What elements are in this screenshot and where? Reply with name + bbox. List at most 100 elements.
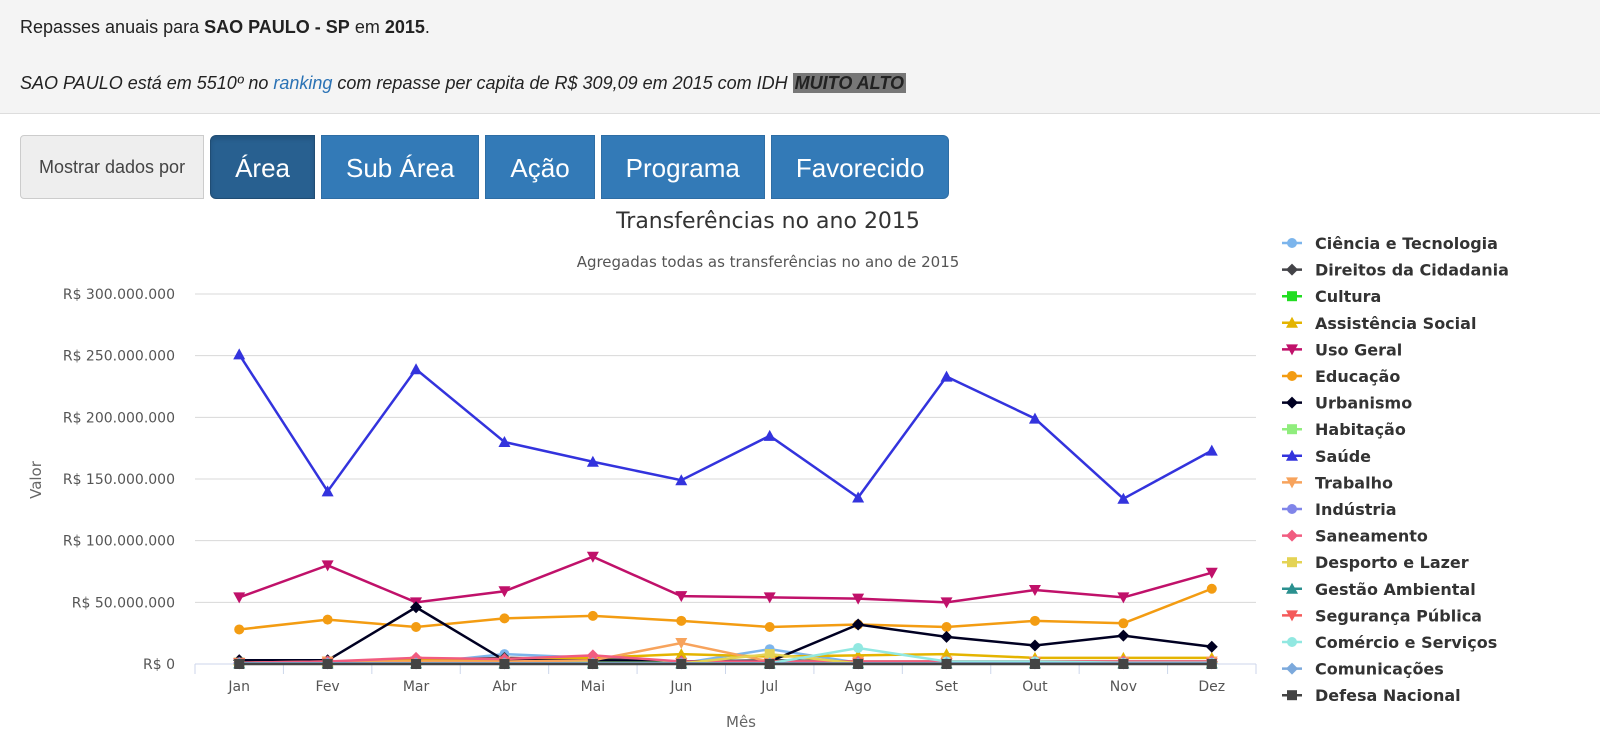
legend-item[interactable]: Cultura — [1282, 287, 1381, 306]
y-tick-label: R$ 0 — [143, 657, 175, 673]
data-point — [676, 659, 687, 669]
ranking-prefix: SAO PAULO está em 5510º no — [20, 73, 274, 93]
x-tick-label: Abr — [492, 679, 516, 695]
legend-marker — [1286, 662, 1298, 675]
legend-label: Direitos da Cidadania — [1315, 261, 1509, 280]
x-tick-label: Jun — [669, 679, 692, 695]
legend-label: Desporto e Lazer — [1315, 553, 1469, 572]
data-point — [1029, 659, 1040, 669]
legend-marker — [1286, 610, 1298, 622]
data-point — [1117, 629, 1130, 642]
legend-item[interactable]: Saúde — [1282, 447, 1371, 466]
data-point — [675, 638, 688, 650]
x-tick-label: Mai — [581, 679, 606, 695]
summary-panel: Repasses anuais para SAO PAULO - SP em 2… — [0, 0, 1600, 114]
legend-item[interactable]: Trabalho — [1282, 473, 1393, 492]
city-state: SAO PAULO - SP — [204, 17, 350, 37]
legend-label: Trabalho — [1315, 473, 1393, 492]
legend-label: Comunicações — [1315, 660, 1444, 679]
x-axis-labels: Jan Fev Mar Abr Mai Jun Jul Ago Set Out Nov Dez — [227, 679, 1225, 695]
ranking-line: SAO PAULO está em 5510º no ranking com r… — [20, 73, 906, 94]
ranking-link[interactable]: ranking — [273, 73, 333, 93]
x-tick-label: Dez — [1198, 679, 1225, 695]
legend-label: Habitação — [1315, 420, 1406, 439]
data-point — [763, 429, 776, 441]
legend-item[interactable]: Direitos da Cidadania — [1282, 261, 1509, 280]
legend-marker — [1287, 424, 1297, 435]
data-point — [410, 601, 423, 614]
legend-item[interactable]: Habitação — [1282, 420, 1406, 439]
legend-item[interactable]: Gestão Ambiental — [1282, 580, 1476, 599]
legend-marker — [1286, 529, 1298, 542]
transfers-chart: Transferências no ano 2015 Agregadas tod… — [27, 209, 1509, 731]
legend-marker — [1287, 371, 1297, 381]
data-point — [940, 370, 953, 382]
data-point — [941, 659, 952, 669]
summary-line: Repasses anuais para SAO PAULO - SP em 2… — [20, 17, 430, 38]
legend-label: Educação — [1315, 367, 1400, 386]
data-point — [676, 615, 687, 626]
x-tick-label: Out — [1022, 679, 1048, 695]
series — [233, 348, 1218, 670]
y-tick-label: R$ 100.000.000 — [63, 534, 175, 550]
data-point — [498, 586, 511, 598]
recipient-button[interactable]: Favorecido — [770, 135, 950, 199]
data-point — [675, 648, 688, 660]
program-button[interactable]: Programa — [600, 135, 765, 199]
legend-marker — [1286, 316, 1298, 328]
legend-marker — [1287, 637, 1297, 647]
legend-marker — [1286, 344, 1298, 356]
x-tick-label: Jul — [760, 679, 778, 695]
y-axis-title: Valor — [27, 460, 45, 499]
legend-item[interactable]: Ciência e Tecnologia — [1282, 234, 1498, 253]
area-button[interactable]: Área — [210, 135, 315, 199]
legend-marker — [1287, 238, 1297, 248]
data-point — [675, 591, 688, 603]
x-tick-label: Set — [935, 679, 959, 695]
data-point — [1028, 585, 1041, 596]
legend-item[interactable]: Desporto e Lazer — [1282, 553, 1469, 572]
ranking-suffix: com repasse per capita de R$ 309,09 em 2… — [332, 73, 793, 93]
y-tick-label: R$ 200.000.000 — [63, 410, 175, 426]
legend-item[interactable]: Defesa Nacional — [1282, 686, 1461, 705]
action-button[interactable]: Ação — [485, 135, 595, 199]
legend-item[interactable]: Assistência Social — [1282, 314, 1476, 333]
data-point — [321, 485, 334, 497]
legend-item[interactable]: Comércio e Serviços — [1282, 633, 1497, 652]
legend-item[interactable]: Comunicações — [1282, 660, 1444, 679]
legend-item[interactable]: Urbanismo — [1282, 394, 1412, 413]
data-point — [764, 649, 775, 660]
legend-item[interactable]: Saneamento — [1282, 527, 1428, 546]
legend-label: Saúde — [1315, 447, 1371, 466]
data-point — [940, 648, 953, 660]
data-point — [1205, 640, 1218, 653]
y-tick-label: R$ 50.000.000 — [72, 595, 175, 611]
series-line — [238, 353, 1213, 501]
data-point — [764, 659, 775, 669]
data-point — [410, 363, 423, 375]
x-axis-title: Mês — [726, 713, 756, 731]
data-point — [853, 642, 864, 653]
data-point — [234, 624, 245, 635]
legend-item[interactable]: Uso Geral — [1282, 340, 1402, 359]
show-data-by-label: Mostrar dados por — [20, 135, 205, 199]
data-point — [321, 560, 334, 572]
data-point — [587, 659, 598, 669]
data-point — [940, 630, 953, 643]
x-tick-label: Mar — [403, 679, 430, 695]
data-point — [852, 491, 865, 503]
data-point — [233, 592, 246, 604]
idh-badge: MUITO ALTO — [792, 73, 906, 93]
summary-suffix: . — [424, 17, 430, 37]
y-tick-label: R$ 150.000.000 — [63, 472, 175, 488]
sub-area-button[interactable]: Sub Área — [321, 135, 480, 199]
summary-mid: em — [349, 17, 385, 37]
data-point — [586, 455, 599, 467]
series-sa-de — [233, 348, 1218, 504]
legend-marker — [1286, 263, 1298, 276]
legend-item[interactable]: Segurança Pública — [1282, 606, 1482, 625]
legend-item[interactable]: Educação — [1282, 367, 1400, 386]
data-point — [322, 659, 333, 669]
series-line — [239, 587, 1213, 631]
legend-item[interactable]: Indústria — [1282, 500, 1397, 519]
